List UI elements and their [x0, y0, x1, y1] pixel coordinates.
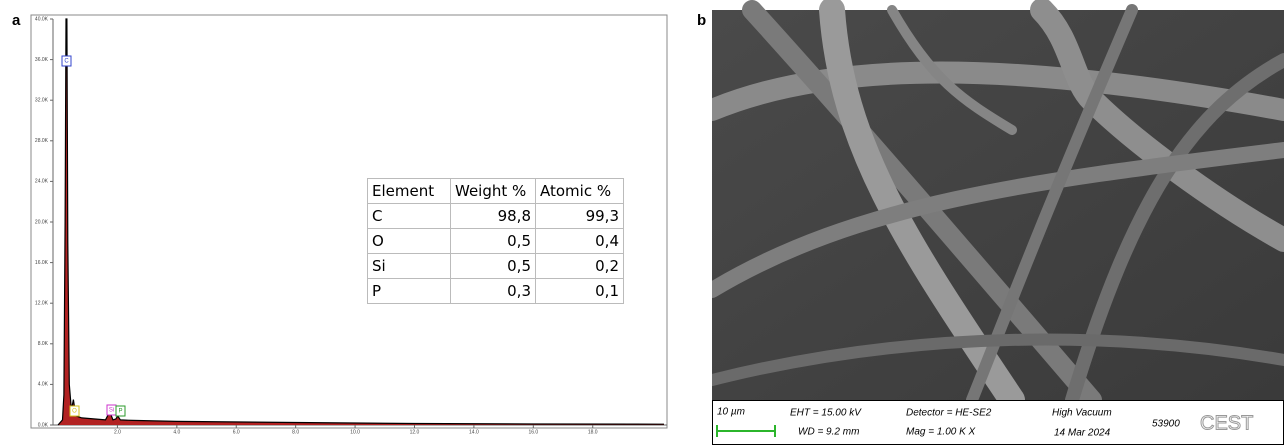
sem-image: 10 µm EHT = 15.00 kV WD = 9.2 mm Detecto…: [712, 0, 1284, 445]
y-tick-label: 24.0K: [35, 179, 49, 185]
x-tick-label: 8.0: [292, 429, 299, 435]
y-tick-label: 16.0K: [35, 260, 49, 266]
table-cell: Atomic %: [536, 179, 624, 204]
table-cell: P: [368, 279, 451, 304]
panel-label: b: [697, 12, 706, 29]
y-tick-label: 32.0K: [35, 98, 49, 104]
eht: EHT = 15.00 kV: [790, 408, 862, 419]
scale-bar-label: 10 µm: [717, 407, 745, 418]
y-tick-label: 0.0K: [38, 422, 49, 428]
table-cell: Element: [368, 179, 451, 204]
x-tick-label: 2.0: [114, 429, 121, 435]
x-tick-label: 6.0: [233, 429, 240, 435]
table-cell: 0,1: [536, 279, 624, 304]
table-cell: O: [368, 229, 451, 254]
table-cell: 0,5: [451, 254, 536, 279]
table-cell: 0,2: [536, 254, 624, 279]
x-tick-label: 16.0: [528, 429, 538, 435]
date: 14 Mar 2024: [1054, 428, 1111, 439]
x-tick-label: 14.0: [469, 429, 479, 435]
table-cell: 99,3: [536, 204, 624, 229]
table-cell: 0,3: [451, 279, 536, 304]
x-tick-label: 18.0: [588, 429, 598, 435]
table-cell: 0,5: [451, 229, 536, 254]
peak-label: P: [118, 409, 122, 415]
wd: WD = 9.2 mm: [798, 427, 859, 438]
mag: Mag = 1.00 K X: [906, 427, 976, 438]
logo: CEST: [1200, 412, 1253, 434]
table-cell: C: [368, 204, 451, 229]
table-cell: 0,4: [536, 229, 624, 254]
x-tick-label: 10.0: [350, 429, 360, 435]
vacuum: High Vacuum: [1052, 408, 1112, 419]
y-tick-label: 4.0K: [38, 382, 49, 388]
x-tick-label: 4.0: [173, 429, 180, 435]
peak-label: O: [72, 409, 77, 415]
x-tick-label: 12.0: [410, 429, 420, 435]
page: a b 0.0K4.0K8.0K12.0K16.0K20.0K24.0K28.0…: [0, 0, 1284, 445]
y-tick-label: 28.0K: [35, 138, 49, 144]
y-tick-label: 40.0K: [35, 16, 49, 22]
y-tick-label: 12.0K: [35, 301, 49, 307]
peak-label: Si: [109, 408, 114, 414]
y-tick-label: 8.0K: [38, 341, 49, 347]
detector: Detector = HE-SE2: [906, 408, 992, 419]
image-id: 53900: [1152, 419, 1180, 430]
table-cell: Si: [368, 254, 451, 279]
table-cell: Weight %: [451, 179, 536, 204]
table-cell: 98,8: [451, 204, 536, 229]
peak-label: C: [64, 59, 69, 65]
y-tick-label: 36.0K: [35, 57, 49, 63]
y-tick-label: 20.0K: [35, 219, 49, 225]
